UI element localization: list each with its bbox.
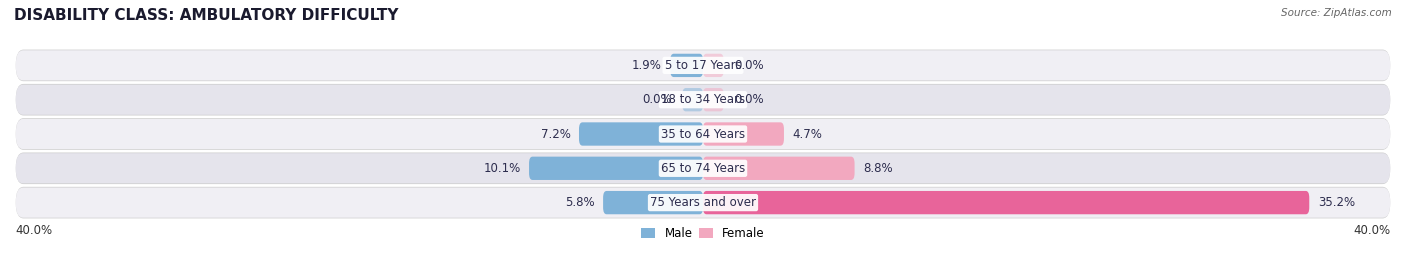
FancyBboxPatch shape [15, 50, 1391, 81]
Text: 75 Years and over: 75 Years and over [650, 196, 756, 209]
FancyBboxPatch shape [603, 191, 703, 214]
Text: 0.0%: 0.0% [734, 93, 763, 106]
FancyBboxPatch shape [15, 119, 1391, 149]
Text: 0.0%: 0.0% [734, 59, 763, 72]
FancyBboxPatch shape [15, 152, 1391, 184]
FancyBboxPatch shape [15, 187, 1391, 218]
FancyBboxPatch shape [671, 54, 703, 77]
Text: 35.2%: 35.2% [1317, 196, 1355, 209]
Text: 5 to 17 Years: 5 to 17 Years [665, 59, 741, 72]
Text: 35 to 64 Years: 35 to 64 Years [661, 128, 745, 140]
FancyBboxPatch shape [529, 157, 703, 180]
FancyBboxPatch shape [579, 122, 703, 146]
FancyBboxPatch shape [15, 50, 1391, 80]
FancyBboxPatch shape [703, 157, 855, 180]
Text: 8.8%: 8.8% [863, 162, 893, 175]
Text: 40.0%: 40.0% [15, 224, 53, 237]
FancyBboxPatch shape [15, 84, 1391, 116]
Text: Source: ZipAtlas.com: Source: ZipAtlas.com [1281, 8, 1392, 18]
Text: 18 to 34 Years: 18 to 34 Years [661, 93, 745, 106]
Text: 4.7%: 4.7% [793, 128, 823, 140]
FancyBboxPatch shape [15, 118, 1391, 150]
FancyBboxPatch shape [15, 153, 1391, 183]
Text: 40.0%: 40.0% [1353, 224, 1391, 237]
Text: 65 to 74 Years: 65 to 74 Years [661, 162, 745, 175]
FancyBboxPatch shape [703, 54, 724, 77]
FancyBboxPatch shape [15, 188, 1391, 218]
FancyBboxPatch shape [15, 85, 1391, 115]
FancyBboxPatch shape [703, 191, 1309, 214]
Text: 1.9%: 1.9% [631, 59, 662, 72]
FancyBboxPatch shape [703, 122, 785, 146]
Text: 10.1%: 10.1% [484, 162, 520, 175]
Text: 5.8%: 5.8% [565, 196, 595, 209]
FancyBboxPatch shape [682, 88, 703, 111]
Legend: Male, Female: Male, Female [637, 222, 769, 245]
Text: DISABILITY CLASS: AMBULATORY DIFFICULTY: DISABILITY CLASS: AMBULATORY DIFFICULTY [14, 8, 398, 23]
FancyBboxPatch shape [703, 88, 724, 111]
Text: 0.0%: 0.0% [643, 93, 672, 106]
Text: 7.2%: 7.2% [540, 128, 571, 140]
